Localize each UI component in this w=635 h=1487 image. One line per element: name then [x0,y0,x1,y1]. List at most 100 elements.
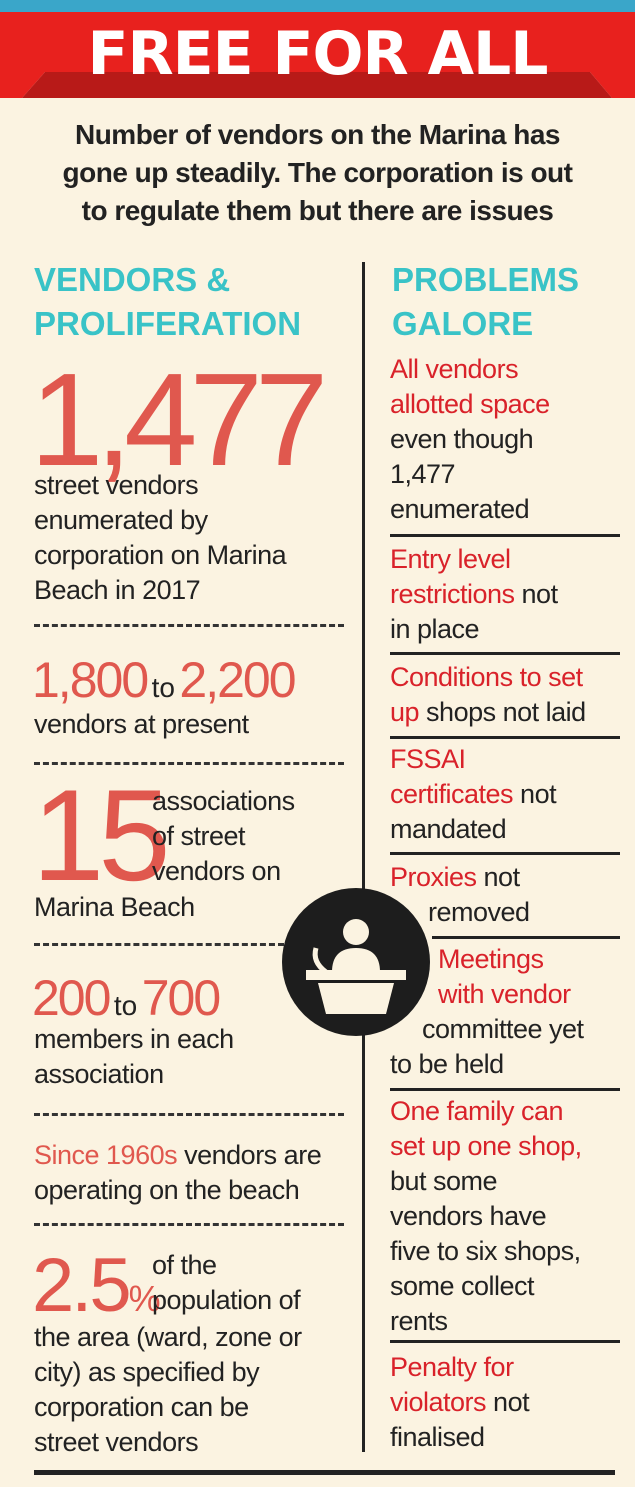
text-line: operating on the beach [34,1175,300,1205]
right-column-heading: PROBLEMS GALORE [392,258,622,346]
text-line: street vendors [34,1427,199,1457]
podium-speaker-icon [282,888,430,1036]
dashed-divider [34,943,284,946]
text-span: shops not laid [419,697,586,727]
text-line: vendors on [152,856,281,886]
rule-divider [390,1088,620,1091]
intro-line: gone up steadily. The corporation is out [62,157,573,188]
text-line: corporation on Marina [34,540,287,570]
left-column-heading: VENDORS & PROLIFERATION [34,258,354,346]
problem-item: All vendors allotted space even though 1… [390,352,550,527]
text-line: members in each [34,1024,234,1054]
text-line: rents [390,1306,448,1336]
text-line: Penalty for [390,1352,514,1382]
problem-item: Conditions to set up shops not laid [390,660,586,730]
text-span: not [476,862,521,892]
problem-item: Proxies not removed [390,860,530,930]
range-to-word: to [151,672,175,703]
problem-item: Entry level restrictions not in place [390,542,558,647]
stat-percentage: 2.5% [32,1246,161,1326]
text-line: Marina Beach [34,892,195,922]
text-line: to be held [390,1049,504,1079]
stat-description: vendors at present [34,709,249,739]
problem-item: Meetings with vendor committee yet to be… [390,942,584,1082]
text-line: Entry level [390,544,511,574]
text-line: All vendors [390,354,519,384]
text-span: not [514,579,559,609]
stat-description: the area (ward, zone or city) as specifi… [34,1320,354,1460]
text-line: of street [152,821,246,851]
range-to: 2,200 [179,652,296,708]
dashed-divider [34,1113,344,1116]
stat-description: associations of street vendors on [152,784,295,889]
percent-unit: % [128,1278,161,1319]
heading-line: PROBLEMS [392,261,580,298]
text-line: FSSAI [390,744,466,774]
intro-text: Number of vendors on the Marina has gone… [20,116,615,230]
text-span: vendors are [184,1140,322,1170]
bottom-rule [34,1470,615,1475]
text-span: restrictions [390,579,515,609]
text-line: population of [152,1285,301,1315]
header-banner [0,0,635,98]
rule-divider [390,534,620,537]
text-line: committee yet [422,1014,584,1044]
problem-item: FSSAI certificates not mandated [390,742,557,847]
text-span: Proxies [390,862,477,892]
text-line: corporation can be [34,1392,249,1422]
stat-range-members: 200 to 700 [32,968,221,1041]
text-line: 1,477 [390,459,456,489]
text-line: the area (ward, zone or [34,1322,302,1352]
range-to: 700 [141,970,221,1026]
text-span: up [390,697,420,727]
text-line: five to six shops, [390,1236,581,1266]
text-line: but some [390,1166,498,1196]
text-span: violators [390,1387,487,1417]
dashed-divider [34,1223,344,1226]
text-line: street vendors [34,470,199,500]
range-to-word: to [113,990,138,1021]
problem-item: Penalty for violators not finalised [390,1350,530,1455]
rule-divider [390,1340,620,1343]
text-span: certificates [390,779,514,809]
stat-description: members in each association [34,1022,234,1092]
text-line: enumerated by [34,505,208,535]
stat-description: street vendors enumerated by corporation… [34,468,354,608]
text-line: enumerated [390,494,530,524]
heading-line: VENDORS & [34,261,231,298]
dashed-divider [34,624,344,627]
text-line: removed [428,897,530,927]
text-line: One family can [390,1096,564,1126]
text-line: set up one shop, [390,1131,582,1161]
rule-divider [390,852,620,855]
text-line: Beach in 2017 [34,575,201,605]
heading-line: PROLIFERATION [34,305,302,342]
text-line: associations [152,786,295,816]
text-line: some collect [390,1271,535,1301]
text-line: association [34,1059,164,1089]
since-highlight: Since 1960s [34,1140,178,1170]
stat-number-enumerated: 1,477 [30,346,328,493]
stat-since: Since 1960s vendors are operating on the… [34,1138,322,1208]
dashed-divider [34,762,344,765]
text-line: with vendor [438,979,571,1009]
text-line: Conditions to set [390,662,583,692]
problem-item: One family can set up one shop, but some… [390,1094,582,1339]
rule-divider [390,736,620,739]
intro-line: Number of vendors on the Marina has [74,119,561,150]
percent-number: 2.5 [32,1243,132,1328]
text-line: in place [390,614,480,644]
stat-range-vendors: 1,800 to 2,200 [32,650,297,723]
text-span: not [513,779,557,809]
page-title: FREE FOR ALL [87,19,548,89]
text-line: city) as specified by [34,1357,260,1387]
text-line: allotted space [390,389,550,419]
rule-divider [432,936,620,939]
stat-number-associations: 15 [32,762,171,908]
text-line: finalised [390,1422,485,1452]
text-line: of the [152,1250,217,1280]
text-line: Meetings [438,944,544,974]
range-from: 200 [32,970,111,1026]
intro-line: to regulate them but there are issues [81,195,554,226]
text-line: mandated [390,814,507,844]
